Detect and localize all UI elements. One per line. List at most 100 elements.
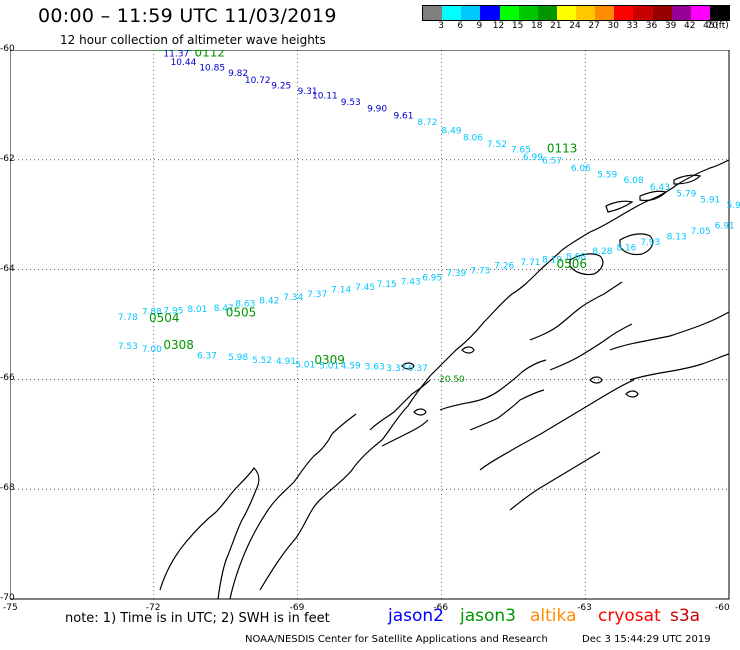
- colorbar-swatch: [442, 6, 462, 20]
- longitude-label: -60: [715, 603, 730, 613]
- wave-height-value: 7.26: [494, 262, 514, 272]
- colorbar-label: 9: [476, 21, 483, 31]
- wave-height-value: 5.01: [295, 360, 315, 370]
- latitude-label: -66: [0, 373, 15, 384]
- colorbar-label: 24: [569, 21, 581, 31]
- wave-height-value: 7.15: [377, 280, 397, 290]
- wave-height-value: 7.93: [640, 238, 660, 248]
- longitude-label: -72: [145, 603, 161, 613]
- latitude-label: -60: [0, 44, 15, 54]
- map-title: 00:00 – 11:59 UTC 11/03/2019: [38, 5, 337, 27]
- wave-height-value: 9.90: [367, 104, 387, 114]
- longitude-label: -63: [577, 603, 592, 613]
- wave-height-value: 20.50: [439, 375, 465, 385]
- wave-height-value: 8.42: [259, 297, 279, 307]
- generation-timestamp: Dec 3 15:44:29 UTC 2019: [582, 634, 711, 645]
- wave-height-value: 6.43: [650, 183, 670, 193]
- legend-s3a: s3a: [670, 606, 701, 626]
- wave-height-labels: 12.28011111.37 011210.4410.859.8210.729.2…: [118, 50, 740, 385]
- legend-jason2: jason2: [388, 606, 444, 626]
- legend-altika: altika: [530, 606, 577, 626]
- colorbar-swatch: [518, 6, 538, 20]
- colorbar-label: 27: [588, 21, 600, 31]
- wave-height-value: 6.91: [715, 221, 735, 231]
- colorbar-label: (ft): [715, 21, 729, 31]
- wave-height-value: 7.39: [446, 269, 466, 279]
- colorbar-swatch: [480, 6, 500, 20]
- wave-height-value: 10.85: [199, 63, 225, 73]
- wave-height-value: 6.57: [542, 157, 562, 167]
- south-shetland-islands: [605, 174, 702, 213]
- wave-height-value: 7.88: [142, 308, 162, 318]
- longitude-label: -66: [433, 603, 449, 613]
- wave-height-value: 4.91: [276, 357, 296, 367]
- altimeter-map: 12.28011111.37 011210.4410.859.8210.729.2…: [10, 50, 740, 600]
- longitude-label: -75: [3, 603, 18, 613]
- legend-jason3: jason3: [460, 606, 516, 626]
- colorbar-label: 21: [550, 21, 562, 31]
- latitude-label: -64: [0, 263, 15, 274]
- wave-height-value: 6.37: [197, 352, 217, 362]
- colorbar-labels: 3 6 9 12 15 18 21 24 27 30 33 36 39 42 45 70 (ft): [422, 21, 729, 33]
- colorbar-swatch: [556, 6, 576, 20]
- colorbar-label: 42: [684, 21, 696, 31]
- alexander-island: [159, 467, 260, 600]
- colorbar-swatch: [690, 6, 710, 20]
- wave-height-value: 7.71: [520, 258, 540, 268]
- wave-height-value: 8.63: [235, 299, 255, 309]
- wave-height-value: 4.59: [341, 361, 361, 371]
- colorbar-swatch: [709, 6, 729, 20]
- antarctic-peninsula-coast: [259, 159, 730, 591]
- weddell-coast-1: [529, 281, 633, 371]
- time-label: 0113: [547, 142, 578, 156]
- wave-height-value: 5.98: [228, 353, 248, 363]
- coastline: [159, 159, 730, 600]
- wave-height-value: 6.95: [422, 274, 442, 284]
- time-label: 0308: [163, 338, 194, 352]
- wave-height-value: 10.11: [312, 91, 338, 101]
- map-subtitle: 12 hour collection of altimeter wave hei…: [60, 33, 326, 47]
- wave-height-value: 5.52: [252, 356, 272, 366]
- time-label: 0505: [226, 305, 257, 319]
- graham-land-inlet-2: [439, 359, 547, 431]
- wave-height-value: 9.53: [341, 98, 361, 108]
- joinville-island: [619, 233, 654, 256]
- wave-height-value: 7.14: [331, 286, 351, 296]
- satellite-legend: jason2 jason3 altika cryosat s3a: [0, 606, 740, 628]
- wave-height-value: 8.49: [441, 126, 461, 136]
- colorbar-label: 39: [664, 21, 677, 31]
- wave-height-value: 8.68: [566, 253, 586, 263]
- colorbar-label: 12: [492, 21, 505, 31]
- wave-height-value: 6.37: [408, 364, 428, 374]
- note-text: note: 1) Time is in UTC; 2) SWH is in fe…: [65, 611, 330, 626]
- wave-height-value: 7.73: [470, 266, 490, 276]
- wave-height-value: 7.65: [511, 146, 531, 156]
- colorbar-label: 3: [438, 21, 444, 31]
- colorbar-swatch: [576, 6, 596, 20]
- wave-height-value: 10.44: [171, 58, 197, 68]
- wave-height-value: 5.79: [676, 190, 696, 200]
- colorbar-swatch: [461, 6, 481, 20]
- wave-height-value: 8.13: [667, 232, 687, 242]
- small-islands: [401, 346, 639, 416]
- wave-height-value: 7.34: [283, 293, 303, 303]
- colorbar-label: 70: [706, 21, 719, 31]
- longitude-label: -69: [289, 603, 305, 613]
- wave-height-value: 8.28: [592, 247, 612, 257]
- wave-height-value: 8.06: [463, 134, 483, 144]
- wave-height-value: 8.16: [616, 243, 636, 253]
- colorbar-swatch: [499, 6, 519, 20]
- wave-height-value: 9.61: [393, 112, 413, 122]
- wave-height-value: 7.78: [118, 313, 138, 323]
- wave-height-value: 8.19: [542, 255, 562, 265]
- colorbar-label: 36: [645, 21, 658, 31]
- wave-height-value: 9.31: [298, 87, 318, 97]
- time-label: 0111: [178, 50, 209, 54]
- wave-height-value: 7.52: [487, 140, 507, 150]
- wave-height-value: 12.28: [151, 50, 177, 54]
- wave-height-value: 5.91: [700, 196, 720, 206]
- map-frame: [10, 50, 730, 600]
- colorbar-label: 45: [703, 21, 715, 31]
- wave-height-value: 6.08: [624, 176, 644, 186]
- latitude-label: -70: [0, 593, 15, 603]
